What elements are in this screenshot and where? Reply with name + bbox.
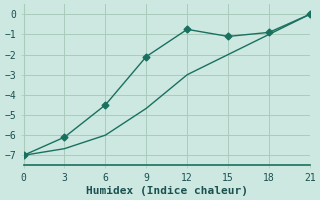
X-axis label: Humidex (Indice chaleur): Humidex (Indice chaleur) [86,186,248,196]
